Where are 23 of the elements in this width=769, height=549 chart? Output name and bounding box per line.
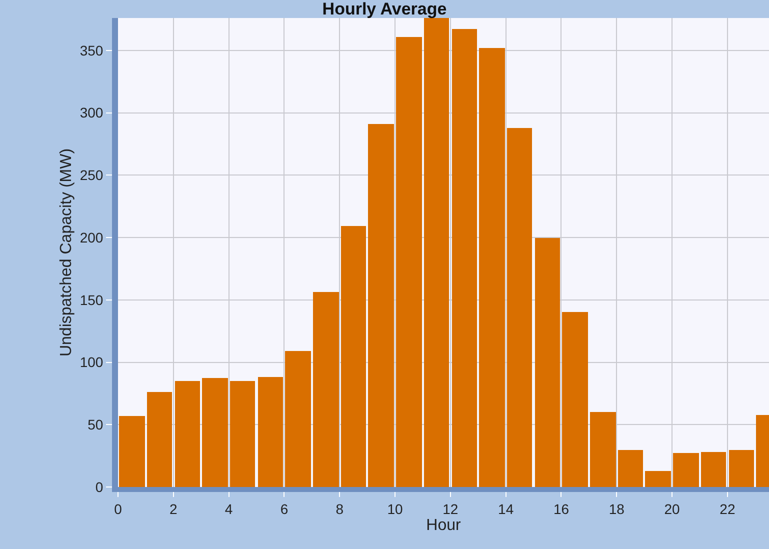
x-tick-label: 4 xyxy=(224,500,233,517)
x-tick-label: 10 xyxy=(387,500,404,517)
y-tick-label: 300 xyxy=(80,104,104,121)
x-tick-label: 8 xyxy=(336,500,344,517)
x-tick-label: 12 xyxy=(442,500,458,517)
x-tick-label: 0 xyxy=(114,500,122,517)
y-tick-label: 200 xyxy=(80,229,104,246)
y-tick-label: 50 xyxy=(88,416,104,433)
y-tick-label: 150 xyxy=(80,292,104,308)
x-axis-title: Hour xyxy=(426,516,462,534)
y-tick-label: 0 xyxy=(95,478,104,495)
y-tick-label: 250 xyxy=(80,167,104,184)
y-axis-title: Undispatched Capacity (MW) xyxy=(58,148,76,357)
chart-title: Hourly Average xyxy=(322,0,447,19)
x-tick-label: 20 xyxy=(664,500,680,517)
x-tick-label: 18 xyxy=(608,500,625,517)
x-tick-label: 22 xyxy=(720,500,736,517)
x-tick-label: 2 xyxy=(170,500,178,517)
y-tick-label: 350 xyxy=(80,42,104,58)
y-tick-label: 100 xyxy=(80,354,104,370)
x-tick-label: 16 xyxy=(553,500,570,517)
x-tick-label: 14 xyxy=(498,500,514,517)
x-tick-label: 6 xyxy=(280,500,288,517)
